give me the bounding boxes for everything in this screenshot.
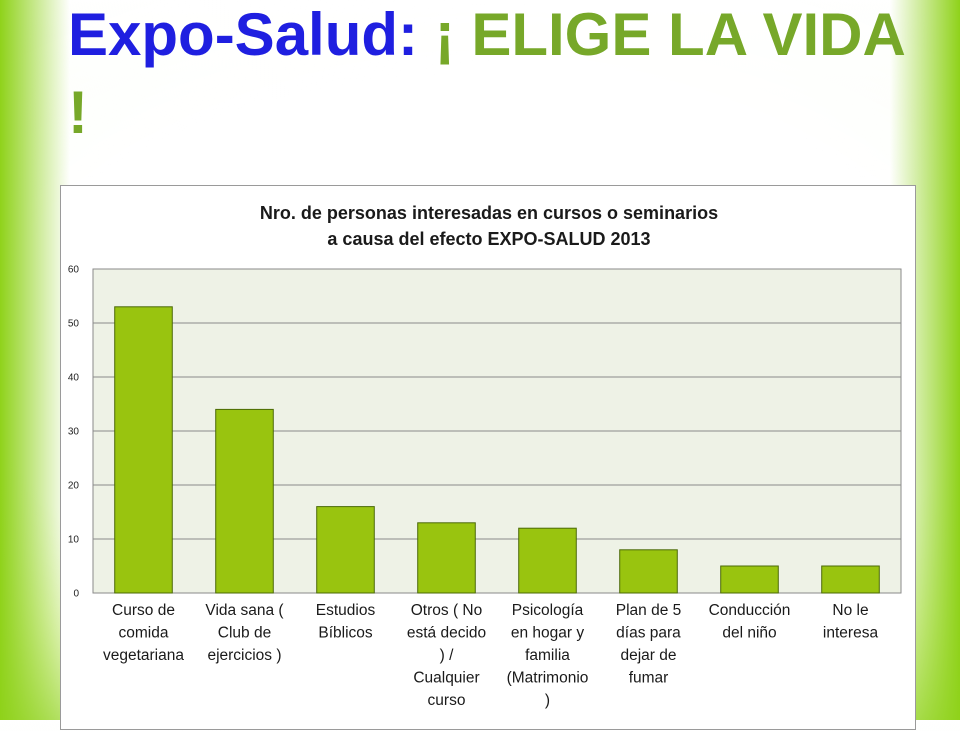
bar <box>821 565 880 594</box>
x-tick-label: Vida sana (Club de ejercicios ) <box>205 602 284 664</box>
bar <box>619 549 678 594</box>
bar-chart: 0 10 20 30 40 50 60 Curso de comida vegetariana Vi… <box>68 265 902 709</box>
chart-title-line1: Nro. de personas interesadas en cursos o… <box>259 203 719 223</box>
y-tick-label: 40 <box>68 373 80 384</box>
x-tick-label: Curso de comida vegetariana <box>103 602 184 664</box>
bar <box>114 306 173 594</box>
chart-frame: Nro. de personas interesadas en cursos o… <box>60 185 916 730</box>
y-tick-label: 60 <box>68 265 80 276</box>
background-glow-left <box>0 0 70 720</box>
y-tick-label: 30 <box>68 427 80 438</box>
x-tick-label: Conducción del niño <box>709 602 791 642</box>
chart-title-line2: a causa del efecto EXPO-SALUD 2013 <box>327 229 651 249</box>
y-tick-label: 50 <box>68 319 80 330</box>
x-tick-label: Otros ( No está decido) / Cualquier curso <box>407 602 486 709</box>
y-tick-label: 10 <box>68 535 80 546</box>
slide-title: Expo-Salud: ¡ ELIGE LA VIDA ! <box>68 0 928 152</box>
slide-title-part2: ¡ ELIGE LA VIDA ! <box>68 1 904 146</box>
x-tick-label: Plan de 5 días para dejar de fumar <box>616 602 682 687</box>
x-tick-label: No le interesa <box>823 602 879 642</box>
bar <box>720 565 779 594</box>
y-tick-label: 20 <box>68 481 80 492</box>
y-tick-label: 0 <box>73 589 79 600</box>
bar <box>316 506 375 594</box>
bar <box>417 522 476 594</box>
x-tick-label: Psicología en hogar y familia (Matrimonio) <box>507 602 589 709</box>
chart-title: Nro. de personas interesadas en cursos o… <box>61 200 917 252</box>
x-tick-label: Estudios Bíblicos <box>316 602 376 642</box>
bar <box>215 408 274 594</box>
bar <box>518 527 577 594</box>
slide-title-part1: Expo-Salud: <box>68 1 435 68</box>
